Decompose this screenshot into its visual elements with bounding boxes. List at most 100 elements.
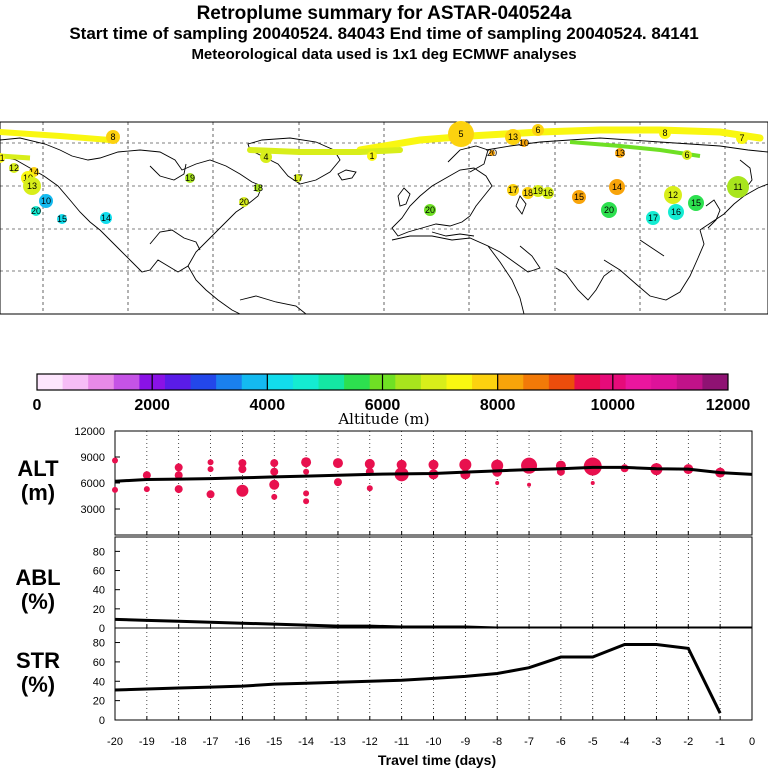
map-point: 8 — [106, 130, 120, 144]
map-point-label: 8 — [662, 128, 667, 138]
colorbar-cell — [190, 374, 217, 390]
map-point: 19 — [185, 173, 195, 183]
map-point: 17 — [293, 173, 303, 183]
y-tick-label: 12000 — [74, 426, 105, 438]
map-point: 16 — [668, 204, 684, 220]
alt-scatter-point — [112, 457, 118, 464]
map-point-marker — [23, 177, 41, 195]
colorbar-tick-label: 4000 — [250, 397, 286, 414]
alt-scatter-point — [269, 479, 280, 490]
map-point: 20 — [239, 197, 249, 207]
coast-south-america — [239, 295, 307, 315]
colorbar-cell — [241, 374, 268, 390]
x-tick-label: -16 — [234, 736, 250, 748]
coast-gulf — [149, 229, 201, 251]
alt-scatter-point — [236, 484, 249, 497]
coastlines — [0, 137, 768, 315]
map-point: 8 — [659, 127, 671, 139]
map-point-label: 8 — [110, 132, 115, 142]
y-tick-label: 9000 — [81, 452, 105, 464]
coast-japan — [705, 199, 721, 229]
map-point: 13 — [505, 129, 521, 145]
map-point-label: 19 — [185, 173, 195, 183]
map-point-label: 11 — [0, 153, 5, 163]
x-tick-label: -14 — [298, 736, 314, 748]
map-point-label: 7 — [739, 133, 744, 143]
map-point-label: 13 — [508, 132, 518, 142]
map-point-marker — [57, 214, 67, 224]
map-point-marker — [254, 184, 262, 192]
x-tick-label: -12 — [362, 736, 378, 748]
y-tick-label: 40 — [93, 676, 105, 688]
coast-uk — [397, 187, 411, 207]
map-point-marker — [646, 211, 660, 225]
alt-panel: 12000 9000 6000 3000 ALT (m) — [17, 426, 753, 536]
map-point-marker — [609, 179, 625, 195]
map-point: 20 — [31, 206, 41, 216]
alt-scatter-point — [332, 458, 343, 469]
map-point-label: 6 — [684, 150, 689, 160]
map-point: 16 — [542, 187, 554, 199]
colorbar-cell — [88, 374, 115, 390]
map-point-marker — [727, 176, 749, 198]
str-gridlines — [114, 628, 753, 720]
colorbar-cell — [318, 374, 345, 390]
alt-scatter-point — [527, 482, 532, 487]
map-point-label: 20 — [239, 197, 249, 207]
map-point: 13 — [615, 148, 625, 158]
map-point-marker — [424, 204, 436, 216]
map-point-marker — [688, 195, 704, 211]
alt-scatter-point — [366, 485, 373, 492]
map-point: 20 — [487, 148, 497, 158]
map-point: 15 — [688, 195, 704, 211]
map-point-marker — [532, 185, 544, 197]
map-point-label: 15 — [691, 198, 701, 208]
colorbar-cells — [37, 374, 729, 390]
map-point-label: 14 — [29, 167, 39, 177]
coast-india — [555, 267, 613, 301]
y-tick-label: 60 — [93, 566, 105, 578]
coast-north-america — [0, 137, 263, 273]
map-point: 17 — [507, 184, 519, 196]
x-tick-label: -1 — [715, 736, 725, 748]
map-point-marker — [572, 190, 586, 204]
str-line — [114, 642, 722, 714]
coast-asia-north — [485, 137, 768, 153]
map-point-marker — [31, 206, 41, 216]
alt-scatter-point — [333, 478, 342, 487]
map-point-label: 10 — [41, 196, 51, 206]
map-point-label: 13 — [615, 148, 625, 158]
coast-asia-east — [699, 183, 768, 231]
colorbar-cell — [497, 374, 524, 390]
x-tick-label: -20 — [107, 736, 123, 748]
alt-scatter-point — [206, 490, 215, 499]
alt-scatter-point — [207, 459, 214, 466]
map-point-label: 18 — [253, 183, 263, 193]
alt-scatter-point — [238, 465, 247, 474]
map-point: 12 — [664, 186, 682, 204]
colorbar-cell — [548, 374, 575, 390]
colorbar-cell — [216, 374, 243, 390]
y-tick-label: 6000 — [81, 478, 105, 490]
colorbar-cell — [37, 374, 64, 390]
alt-scatter-point — [301, 457, 312, 468]
str-label: STR — [16, 648, 60, 673]
y-tick-label: 0 — [99, 715, 105, 727]
map-point-marker — [520, 139, 528, 147]
coast-scandinavia — [447, 145, 489, 173]
colorbar-cell — [164, 374, 192, 390]
coast-asia-south — [603, 229, 705, 301]
x-tick-label: -6 — [556, 736, 566, 748]
x-tick-label: -8 — [492, 736, 502, 748]
map-point: 7 — [736, 132, 748, 144]
colorbar-cell — [702, 374, 729, 390]
map-point: 15 — [57, 214, 67, 224]
map-point-marker — [664, 186, 682, 204]
coast-central-america — [187, 265, 241, 315]
map-panel: 8513106871411121410131020151420181719202… — [0, 121, 768, 315]
map-point-marker — [185, 173, 195, 183]
alt-scatter-point — [143, 486, 150, 493]
colorbar-cell — [420, 374, 447, 390]
abl-panel: 80 60 40 20 0 ABL (%) — [15, 536, 753, 635]
